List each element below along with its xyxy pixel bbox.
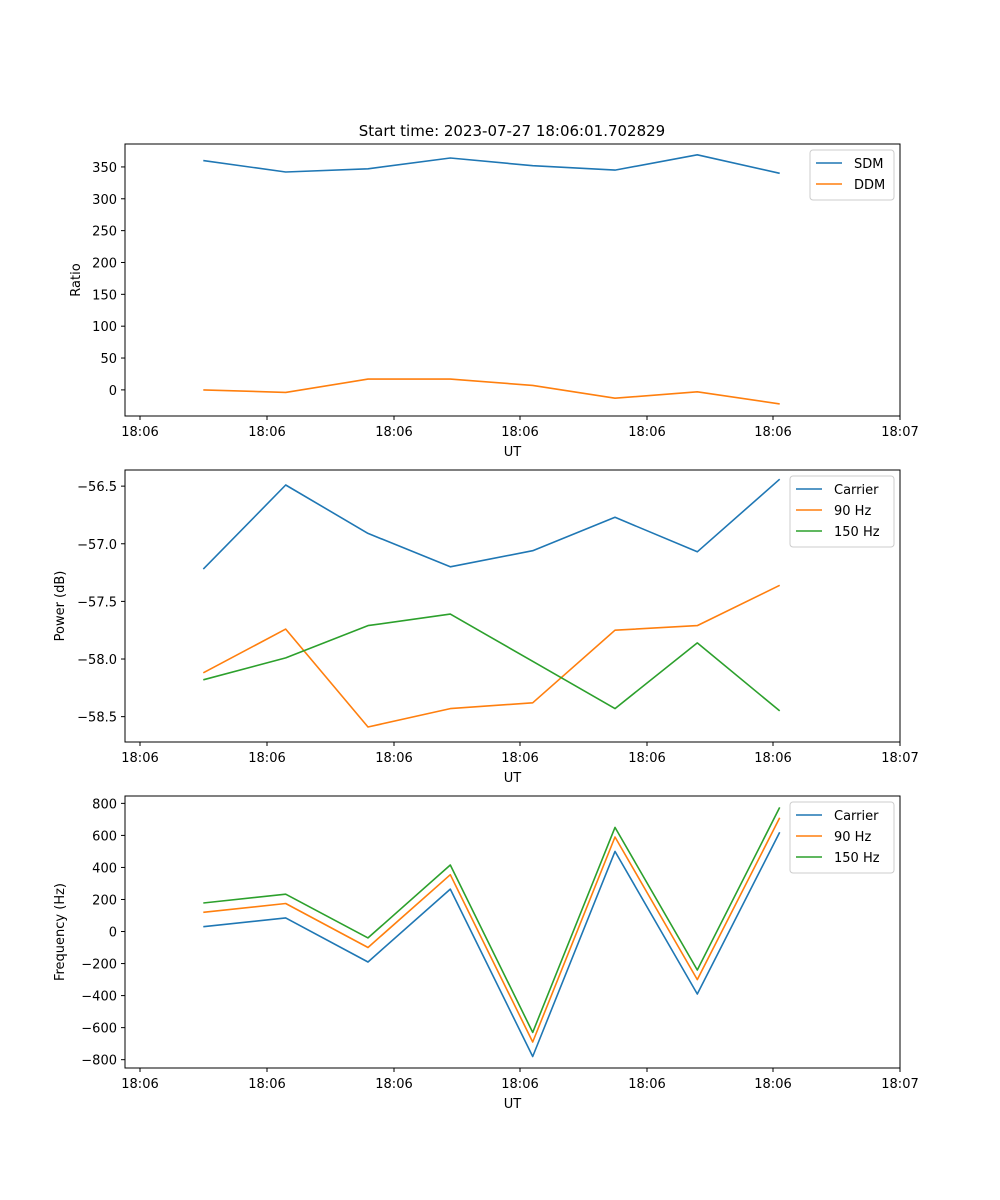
power-panel: 18:06 18:06 18:06 18:06 18:06 18:06 18:07 UT −56… bbox=[53, 469, 919, 786]
y-tick-label: 50 bbox=[100, 352, 117, 367]
legend-label: 150 Hz bbox=[834, 525, 880, 540]
legend-label: Carrier bbox=[834, 483, 879, 498]
legend-label: SDM bbox=[854, 157, 883, 172]
y-tick-label: −56.5 bbox=[77, 480, 117, 495]
x-tick-label: 18:06 bbox=[375, 1077, 412, 1092]
y-tick-label: −58.5 bbox=[77, 711, 117, 726]
series-line-carrier bbox=[203, 831, 781, 1058]
series-line-150-hz bbox=[203, 613, 781, 712]
y-axis-label: Frequency (Hz) bbox=[53, 883, 68, 981]
x-tick-label: 18:06 bbox=[121, 1077, 158, 1092]
ratio-panel: 18:06 18:06 18:06 18:06 18:06 18:06 18:07 UT 0 50… bbox=[69, 143, 919, 460]
x-tick-label: 18:06 bbox=[121, 425, 158, 440]
y-axis-label: Ratio bbox=[69, 263, 84, 296]
x-tick-label: 18:06 bbox=[628, 1077, 665, 1092]
legend-label: 90 Hz bbox=[834, 504, 871, 519]
series-line-150-hz bbox=[203, 807, 781, 1034]
x-tick-label: 18:07 bbox=[881, 1077, 918, 1092]
y-tick-label: −58.0 bbox=[77, 653, 117, 668]
x-tick-label: 18:06 bbox=[501, 1077, 538, 1092]
x-tick-label: 18:06 bbox=[375, 425, 412, 440]
y-tick-label: 200 bbox=[92, 893, 117, 908]
y-tick-label: 0 bbox=[109, 384, 117, 399]
x-axis-label: UT bbox=[504, 771, 522, 786]
legend-label: 90 Hz bbox=[834, 830, 871, 845]
series-line-sdm bbox=[203, 154, 780, 175]
frequency-panel: 18:06 18:06 18:06 18:06 18:06 18:06 18:07 UT 800… bbox=[53, 795, 919, 1112]
x-tick-label: 18:06 bbox=[248, 425, 285, 440]
x-tick-label: 18:07 bbox=[881, 425, 918, 440]
y-tick-label: 250 bbox=[92, 225, 117, 240]
y-tick-label: 300 bbox=[92, 193, 117, 208]
x-tick-label: 18:06 bbox=[501, 751, 538, 766]
legend-label: DDM bbox=[854, 178, 885, 193]
y-tick-label: −57.5 bbox=[77, 595, 117, 610]
legend-box bbox=[789, 475, 895, 548]
x-tick-label: 18:07 bbox=[881, 751, 918, 766]
y-tick-label: 400 bbox=[92, 861, 117, 876]
x-tick-label: 18:06 bbox=[754, 425, 791, 440]
y-tick-label: −800 bbox=[81, 1054, 117, 1069]
x-tick-label: 18:06 bbox=[628, 425, 665, 440]
y-axis-label: Power (dB) bbox=[53, 571, 68, 642]
y-tick-label: −57.0 bbox=[77, 538, 117, 553]
series-line-90-hz bbox=[202, 584, 781, 728]
y-tick-label: 150 bbox=[92, 288, 117, 303]
x-tick-label: 18:06 bbox=[501, 425, 538, 440]
x-tick-label: 18:06 bbox=[121, 751, 158, 766]
x-axis-label: UT bbox=[504, 445, 522, 460]
series-line-90-hz bbox=[203, 817, 781, 1043]
y-tick-label: 350 bbox=[92, 161, 117, 176]
y-tick-label: −400 bbox=[81, 990, 117, 1005]
series-line-ddm bbox=[203, 378, 780, 405]
y-tick-label: 200 bbox=[92, 256, 117, 271]
x-tick-label: 18:06 bbox=[754, 1077, 791, 1092]
figure-title: Start time: 2023-07-27 18:06:01.702829 bbox=[359, 122, 665, 140]
axes-frame bbox=[124, 143, 901, 417]
series-line-carrier bbox=[202, 478, 781, 570]
y-tick-label: −600 bbox=[81, 1022, 117, 1037]
legend-label: Carrier bbox=[834, 809, 879, 824]
x-tick-label: 18:06 bbox=[248, 1077, 285, 1092]
y-tick-label: 0 bbox=[109, 926, 117, 941]
x-tick-label: 18:06 bbox=[628, 751, 665, 766]
x-axis-label: UT bbox=[504, 1097, 522, 1112]
x-tick-label: 18:06 bbox=[375, 751, 412, 766]
legend-box bbox=[789, 801, 895, 874]
legend-label: 150 Hz bbox=[834, 851, 880, 866]
x-tick-label: 18:06 bbox=[248, 751, 285, 766]
x-tick-label: 18:06 bbox=[754, 751, 791, 766]
axes-frame bbox=[124, 469, 901, 743]
y-tick-label: 100 bbox=[92, 320, 117, 335]
y-tick-label: 800 bbox=[92, 797, 117, 812]
y-tick-label: 600 bbox=[92, 829, 117, 844]
y-tick-label: −200 bbox=[81, 958, 117, 973]
